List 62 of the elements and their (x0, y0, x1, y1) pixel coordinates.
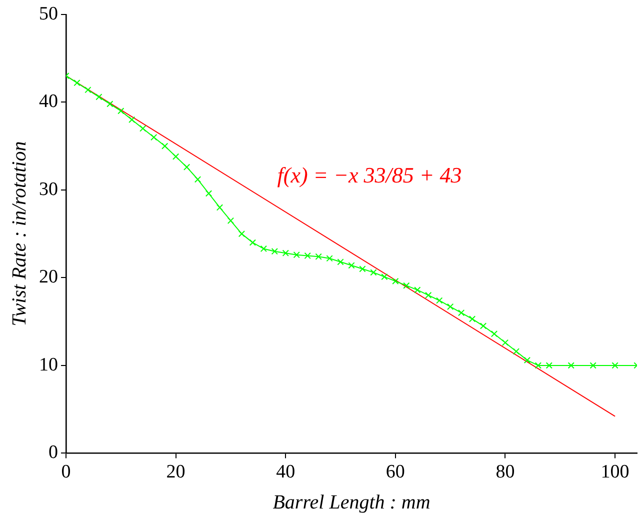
x-tick-label: 60 (386, 462, 405, 483)
y-tick-label: 30 (39, 178, 58, 200)
point (96, 94, 102, 100)
point (403, 282, 410, 289)
x-tick-label: 40 (276, 462, 296, 483)
point (414, 286, 421, 294)
point (392, 278, 399, 285)
point (74, 80, 80, 86)
point (249, 239, 256, 246)
y-tick-label: 40 (39, 91, 58, 112)
point (490, 330, 498, 338)
point (326, 255, 333, 262)
point (425, 292, 432, 299)
y-tick-label: 0 (48, 442, 58, 464)
point (260, 245, 267, 252)
point (172, 153, 180, 160)
point (447, 303, 454, 310)
point (150, 134, 158, 141)
point (84, 86, 92, 94)
point (162, 142, 168, 150)
point (238, 230, 246, 238)
point (271, 248, 278, 255)
y-axis-title: Twist Rate : in/rotation (8, 141, 30, 326)
point (502, 339, 509, 346)
x-tick-label: 100 (600, 462, 630, 483)
y-tick-label: 50 (39, 3, 58, 24)
point (381, 273, 388, 280)
point (480, 322, 487, 330)
point (205, 190, 212, 197)
x-tick-label: 20 (166, 462, 186, 483)
x-tick-label: 80 (496, 462, 515, 483)
point (304, 252, 311, 260)
point (183, 164, 190, 170)
point (436, 297, 443, 304)
point (612, 362, 618, 369)
point (128, 116, 136, 124)
point (293, 252, 300, 258)
point (282, 250, 289, 256)
annotation: f(x) = −x 33/85 + 43 (277, 162, 462, 188)
point (524, 356, 531, 364)
point (106, 100, 114, 108)
point (348, 262, 355, 269)
point (534, 362, 542, 369)
point (227, 217, 234, 224)
y-tick-label: 20 (39, 266, 58, 288)
point (216, 204, 224, 211)
point (458, 309, 465, 316)
point (118, 108, 124, 114)
point (370, 269, 377, 276)
point (468, 316, 476, 322)
point (194, 176, 202, 183)
x-axis-title: Barrel Length : mm (272, 491, 430, 514)
y-tick-label: 10 (39, 354, 58, 376)
point (568, 362, 574, 369)
point (359, 266, 366, 272)
point (546, 362, 552, 369)
point (590, 362, 596, 369)
point (337, 258, 344, 266)
x-tick-label: 0 (61, 462, 71, 483)
point (512, 348, 520, 355)
point (315, 253, 322, 260)
point (140, 125, 146, 132)
